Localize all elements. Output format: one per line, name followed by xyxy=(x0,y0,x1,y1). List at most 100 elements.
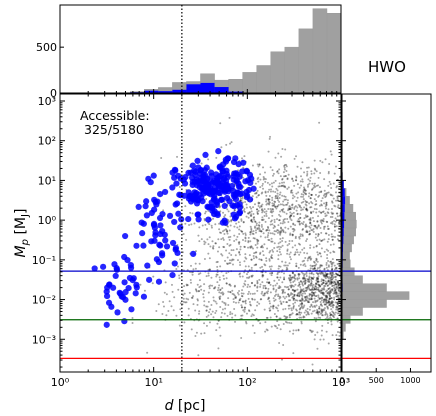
target-point xyxy=(282,184,285,187)
target-point xyxy=(326,295,329,298)
target-point xyxy=(287,307,290,310)
target-point xyxy=(298,277,301,280)
target-point xyxy=(301,234,304,237)
target-point xyxy=(298,205,301,208)
target-point xyxy=(336,195,339,198)
target-point xyxy=(257,226,260,229)
target-point xyxy=(258,163,261,166)
accessible-point xyxy=(200,183,207,190)
target-point xyxy=(294,179,297,182)
target-point xyxy=(297,273,300,276)
target-point xyxy=(238,233,241,236)
target-point xyxy=(270,265,273,268)
target-point xyxy=(243,155,246,158)
accessible-point xyxy=(157,242,164,249)
target-point xyxy=(290,219,293,222)
target-point xyxy=(316,310,319,313)
target-point xyxy=(323,225,326,228)
target-point xyxy=(317,253,320,256)
target-point xyxy=(269,135,272,138)
target-point xyxy=(308,308,311,311)
target-point xyxy=(218,228,221,231)
target-point xyxy=(310,312,313,315)
target-point xyxy=(317,233,320,236)
target-point xyxy=(296,220,299,223)
target-point xyxy=(328,300,331,303)
target-point xyxy=(338,283,341,286)
target-point xyxy=(205,309,208,312)
target-point xyxy=(182,294,185,297)
target-point xyxy=(337,282,340,285)
target-point xyxy=(328,281,331,284)
accessible-point xyxy=(224,181,231,189)
target-point xyxy=(191,296,194,299)
histogram-bar xyxy=(342,180,344,189)
target-point xyxy=(243,210,246,213)
target-point xyxy=(209,308,212,311)
target-point xyxy=(337,308,340,311)
target-point xyxy=(207,291,210,294)
target-point xyxy=(303,311,306,314)
histogram-bar xyxy=(342,220,345,229)
target-point xyxy=(243,260,246,263)
target-point xyxy=(322,281,325,284)
target-point xyxy=(307,257,310,260)
accessible-point xyxy=(214,199,221,206)
target-point xyxy=(234,254,237,257)
target-point xyxy=(321,264,324,267)
target-point xyxy=(327,234,330,237)
target-point xyxy=(232,293,235,296)
target-point xyxy=(218,222,221,225)
target-point xyxy=(194,262,197,265)
accessible-point xyxy=(228,182,236,190)
target-point xyxy=(303,276,306,279)
target-point xyxy=(331,220,334,223)
target-point xyxy=(320,211,323,214)
target-point xyxy=(205,315,208,318)
target-point xyxy=(267,290,270,293)
target-point xyxy=(264,220,267,223)
target-point xyxy=(210,276,213,279)
target-point xyxy=(208,223,211,226)
target-point xyxy=(286,248,289,251)
target-point xyxy=(257,201,260,204)
target-point xyxy=(233,209,236,212)
target-point xyxy=(329,272,332,275)
target-point xyxy=(332,182,335,185)
target-point xyxy=(312,268,315,271)
accessible-point xyxy=(219,168,227,175)
target-point xyxy=(238,250,241,253)
target-point xyxy=(269,272,272,275)
accessible-point xyxy=(208,169,215,176)
target-point xyxy=(333,290,336,293)
target-point xyxy=(312,220,315,223)
target-point xyxy=(318,311,321,314)
target-point xyxy=(253,284,256,287)
target-point xyxy=(286,203,289,206)
target-point xyxy=(329,243,332,246)
target-point xyxy=(283,272,286,275)
target-point xyxy=(310,193,313,196)
target-point xyxy=(316,277,319,280)
target-point xyxy=(326,305,329,308)
target-point xyxy=(228,252,231,255)
target-point xyxy=(306,312,309,315)
target-point xyxy=(223,215,226,218)
target-point xyxy=(332,250,335,253)
accessible-point xyxy=(162,188,169,196)
target-point xyxy=(268,302,271,305)
target-point xyxy=(277,309,280,312)
target-point xyxy=(184,205,187,208)
target-point xyxy=(333,298,336,301)
target-point xyxy=(256,189,259,192)
target-point xyxy=(216,260,219,263)
target-point xyxy=(326,272,329,275)
accessible-point xyxy=(175,210,182,217)
target-point xyxy=(276,170,279,173)
target-point xyxy=(231,258,234,261)
target-point xyxy=(189,281,192,284)
target-point xyxy=(320,247,323,250)
target-point xyxy=(305,208,308,211)
target-point xyxy=(229,291,232,294)
target-point xyxy=(182,233,185,236)
